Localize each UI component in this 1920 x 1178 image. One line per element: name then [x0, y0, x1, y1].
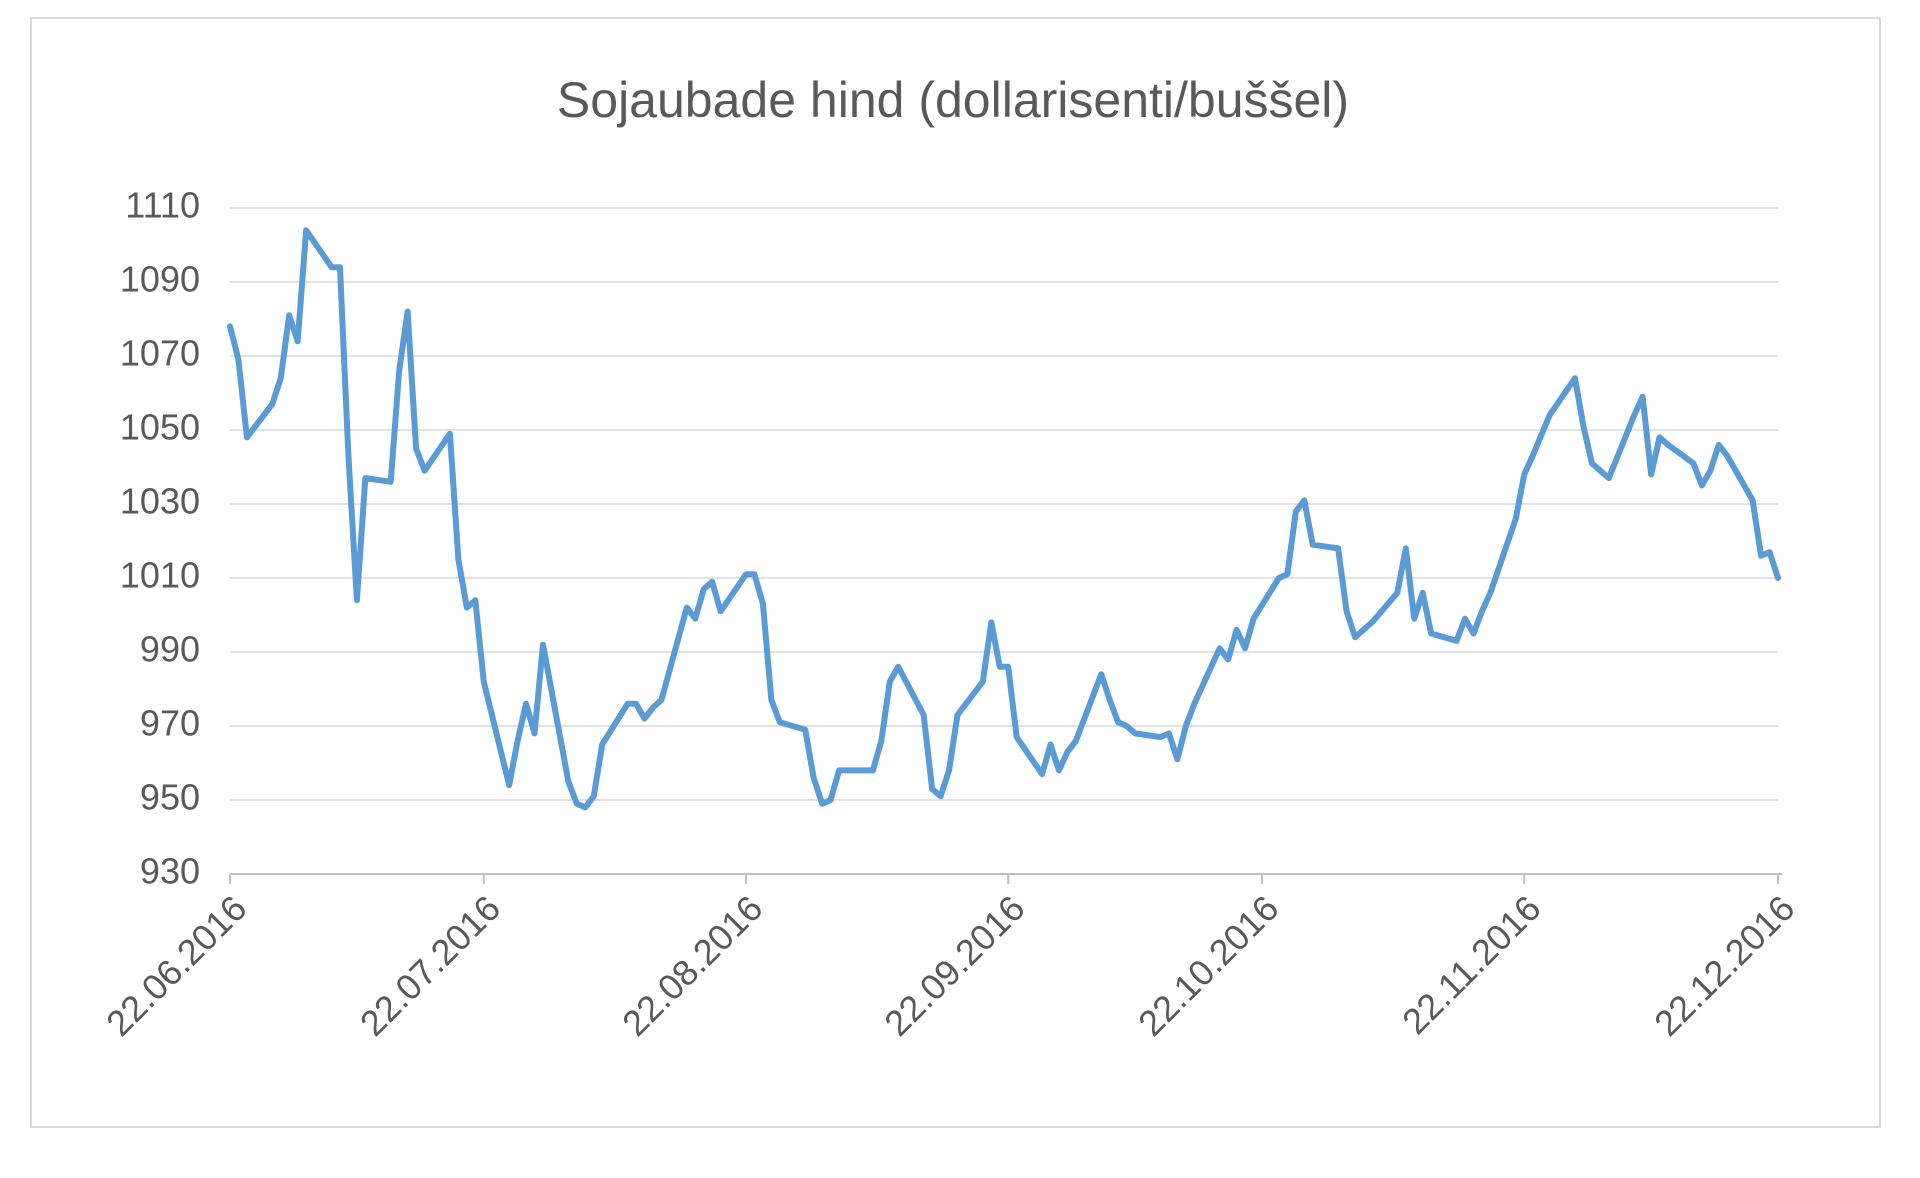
y-tick-label: 1070 [120, 333, 200, 374]
chart-title: Sojaubade hind (dollarisenti/buššel) [557, 72, 1349, 128]
y-tick-label: 1010 [120, 555, 200, 596]
y-tick-label: 1030 [120, 481, 200, 522]
chart-frame [30, 17, 1881, 1128]
price-line [227, 227, 1781, 811]
y-tick-label: 1090 [120, 259, 200, 300]
y-tick-label: 1050 [120, 407, 200, 448]
y-tick-label: 950 [140, 777, 200, 818]
y-tick-label: 990 [140, 629, 200, 670]
y-tick-label: 930 [140, 851, 200, 892]
y-tick-label: 1110 [125, 185, 200, 226]
y-tick-label: 970 [140, 703, 200, 744]
